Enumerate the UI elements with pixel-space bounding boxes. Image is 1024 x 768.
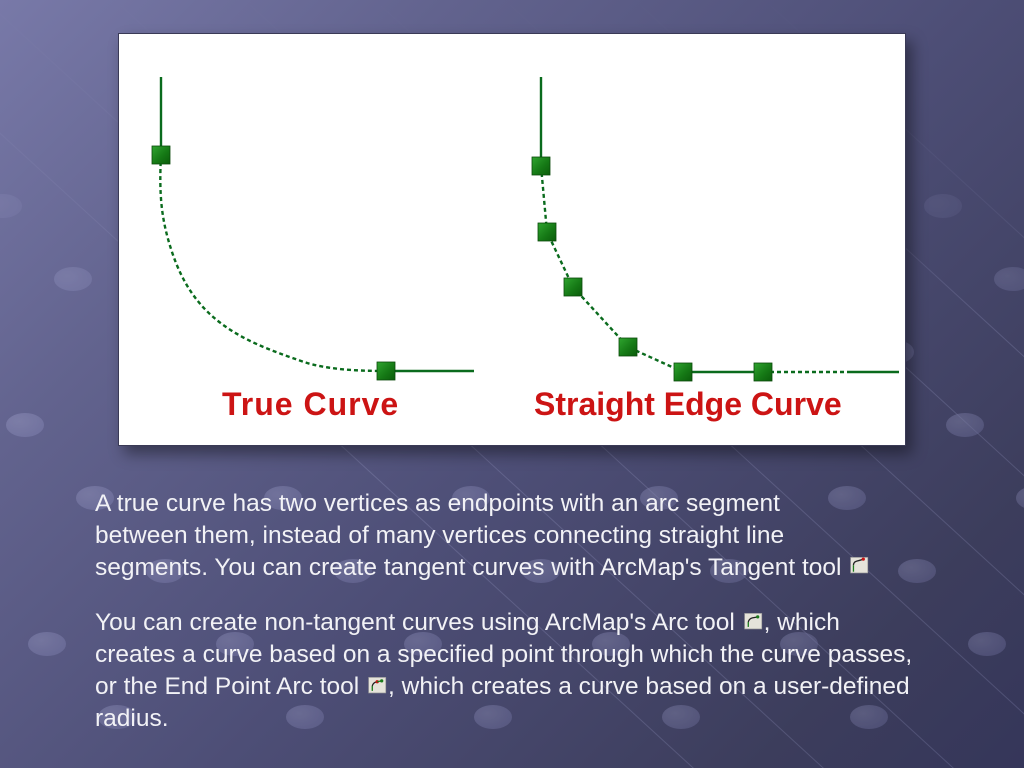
svg-text:Straight Edge Curve: Straight Edge Curve <box>534 386 842 422</box>
svg-text:True Curve: True Curve <box>222 386 399 422</box>
